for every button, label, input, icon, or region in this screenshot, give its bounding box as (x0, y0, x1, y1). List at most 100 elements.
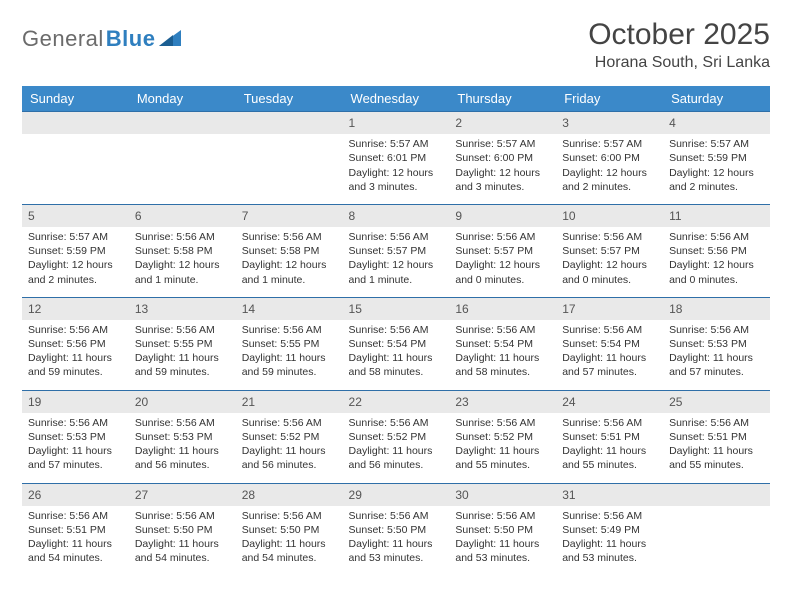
day-number: 4 (663, 112, 770, 134)
calendar-day-cell: 17Sunrise: 5:56 AMSunset: 5:54 PMDayligh… (556, 297, 663, 390)
sunrise-text: Sunrise: 5:57 AM (455, 137, 550, 151)
sunrise-text: Sunrise: 5:56 AM (349, 323, 444, 337)
sunset-text: Sunset: 5:50 PM (349, 523, 444, 537)
sunset-text: Sunset: 5:50 PM (135, 523, 230, 537)
calendar-day-cell: 27Sunrise: 5:56 AMSunset: 5:50 PMDayligh… (129, 483, 236, 575)
calendar-day-cell: 13Sunrise: 5:56 AMSunset: 5:55 PMDayligh… (129, 297, 236, 390)
sunset-text: Sunset: 5:55 PM (135, 337, 230, 351)
calendar-day-cell: 10Sunrise: 5:56 AMSunset: 5:57 PMDayligh… (556, 204, 663, 297)
page-header: GeneralBlue October 2025 Horana South, S… (22, 18, 770, 72)
sunset-text: Sunset: 5:49 PM (562, 523, 657, 537)
day-number: 17 (556, 298, 663, 320)
sunrise-text: Sunrise: 5:56 AM (135, 509, 230, 523)
day-number: 8 (343, 205, 450, 227)
day-body: Sunrise: 5:56 AMSunset: 5:52 PMDaylight:… (449, 413, 556, 483)
daylight-text: Daylight: 11 hours and 55 minutes. (669, 444, 764, 472)
day-body: Sunrise: 5:56 AMSunset: 5:52 PMDaylight:… (236, 413, 343, 483)
calendar-day-cell: 28Sunrise: 5:56 AMSunset: 5:50 PMDayligh… (236, 483, 343, 575)
sunset-text: Sunset: 5:51 PM (669, 430, 764, 444)
sunrise-text: Sunrise: 5:56 AM (562, 416, 657, 430)
calendar-day-cell: 23Sunrise: 5:56 AMSunset: 5:52 PMDayligh… (449, 390, 556, 483)
daylight-text: Daylight: 11 hours and 54 minutes. (242, 537, 337, 565)
day-number: 30 (449, 484, 556, 506)
day-body: Sunrise: 5:56 AMSunset: 5:50 PMDaylight:… (129, 506, 236, 576)
month-title: October 2025 (588, 18, 770, 52)
day-body: Sunrise: 5:56 AMSunset: 5:55 PMDaylight:… (129, 320, 236, 390)
day-number: 16 (449, 298, 556, 320)
sunrise-text: Sunrise: 5:56 AM (28, 323, 123, 337)
sunset-text: Sunset: 5:58 PM (135, 244, 230, 258)
daylight-text: Daylight: 12 hours and 3 minutes. (455, 166, 550, 194)
calendar-day-cell: 3Sunrise: 5:57 AMSunset: 6:00 PMDaylight… (556, 112, 663, 205)
day-body: Sunrise: 5:56 AMSunset: 5:57 PMDaylight:… (556, 227, 663, 297)
sunrise-text: Sunrise: 5:56 AM (242, 416, 337, 430)
sunrise-text: Sunrise: 5:56 AM (349, 509, 444, 523)
calendar-day-cell: 29Sunrise: 5:56 AMSunset: 5:50 PMDayligh… (343, 483, 450, 575)
location-label: Horana South, Sri Lanka (588, 54, 770, 72)
calendar-day-cell: 14Sunrise: 5:56 AMSunset: 5:55 PMDayligh… (236, 297, 343, 390)
calendar-day-cell: 31Sunrise: 5:56 AMSunset: 5:49 PMDayligh… (556, 483, 663, 575)
sunrise-text: Sunrise: 5:56 AM (455, 230, 550, 244)
day-body (236, 134, 343, 147)
sunrise-text: Sunrise: 5:56 AM (455, 416, 550, 430)
weekday-header: Tuesday (236, 86, 343, 112)
calendar-day-cell: 22Sunrise: 5:56 AMSunset: 5:52 PMDayligh… (343, 390, 450, 483)
sunrise-text: Sunrise: 5:56 AM (135, 416, 230, 430)
sunset-text: Sunset: 5:56 PM (669, 244, 764, 258)
daylight-text: Daylight: 12 hours and 0 minutes. (669, 258, 764, 286)
sunset-text: Sunset: 5:53 PM (135, 430, 230, 444)
day-number: 23 (449, 391, 556, 413)
sunset-text: Sunset: 5:52 PM (455, 430, 550, 444)
day-body (129, 134, 236, 147)
calendar-day-cell: 24Sunrise: 5:56 AMSunset: 5:51 PMDayligh… (556, 390, 663, 483)
day-number: 10 (556, 205, 663, 227)
calendar-day-cell: 30Sunrise: 5:56 AMSunset: 5:50 PMDayligh… (449, 483, 556, 575)
calendar-day-cell: 6Sunrise: 5:56 AMSunset: 5:58 PMDaylight… (129, 204, 236, 297)
day-number (129, 112, 236, 134)
day-number: 9 (449, 205, 556, 227)
calendar-header-row: SundayMondayTuesdayWednesdayThursdayFrid… (22, 86, 770, 112)
sunrise-text: Sunrise: 5:56 AM (349, 416, 444, 430)
day-body: Sunrise: 5:56 AMSunset: 5:51 PMDaylight:… (663, 413, 770, 483)
weekday-header: Monday (129, 86, 236, 112)
weekday-header: Sunday (22, 86, 129, 112)
day-body: Sunrise: 5:56 AMSunset: 5:56 PMDaylight:… (663, 227, 770, 297)
sunset-text: Sunset: 5:57 PM (455, 244, 550, 258)
daylight-text: Daylight: 12 hours and 1 minute. (242, 258, 337, 286)
day-number: 21 (236, 391, 343, 413)
sunset-text: Sunset: 5:52 PM (242, 430, 337, 444)
calendar-day-cell: 9Sunrise: 5:56 AMSunset: 5:57 PMDaylight… (449, 204, 556, 297)
day-number: 13 (129, 298, 236, 320)
day-body: Sunrise: 5:57 AMSunset: 5:59 PMDaylight:… (22, 227, 129, 297)
sunrise-text: Sunrise: 5:56 AM (242, 230, 337, 244)
day-number: 3 (556, 112, 663, 134)
day-number: 14 (236, 298, 343, 320)
day-number (663, 484, 770, 506)
day-number (236, 112, 343, 134)
sunrise-text: Sunrise: 5:56 AM (562, 230, 657, 244)
sunrise-text: Sunrise: 5:56 AM (242, 509, 337, 523)
day-number: 1 (343, 112, 450, 134)
day-number: 27 (129, 484, 236, 506)
daylight-text: Daylight: 11 hours and 59 minutes. (135, 351, 230, 379)
day-number (22, 112, 129, 134)
sunrise-text: Sunrise: 5:56 AM (455, 323, 550, 337)
sunrise-text: Sunrise: 5:57 AM (28, 230, 123, 244)
calendar-day-cell: 2Sunrise: 5:57 AMSunset: 6:00 PMDaylight… (449, 112, 556, 205)
sunset-text: Sunset: 5:59 PM (669, 151, 764, 165)
sunrise-text: Sunrise: 5:57 AM (669, 137, 764, 151)
day-body: Sunrise: 5:56 AMSunset: 5:53 PMDaylight:… (663, 320, 770, 390)
day-number: 26 (22, 484, 129, 506)
calendar-day-cell: 7Sunrise: 5:56 AMSunset: 5:58 PMDaylight… (236, 204, 343, 297)
daylight-text: Daylight: 12 hours and 2 minutes. (28, 258, 123, 286)
day-number: 19 (22, 391, 129, 413)
sunrise-text: Sunrise: 5:56 AM (242, 323, 337, 337)
sunset-text: Sunset: 5:56 PM (28, 337, 123, 351)
calendar-day-cell: 8Sunrise: 5:56 AMSunset: 5:57 PMDaylight… (343, 204, 450, 297)
daylight-text: Daylight: 11 hours and 57 minutes. (562, 351, 657, 379)
logo-text-gray: General (22, 26, 104, 52)
sunset-text: Sunset: 5:54 PM (562, 337, 657, 351)
calendar-day-cell: 16Sunrise: 5:56 AMSunset: 5:54 PMDayligh… (449, 297, 556, 390)
sunrise-text: Sunrise: 5:56 AM (28, 509, 123, 523)
sunrise-text: Sunrise: 5:56 AM (135, 230, 230, 244)
